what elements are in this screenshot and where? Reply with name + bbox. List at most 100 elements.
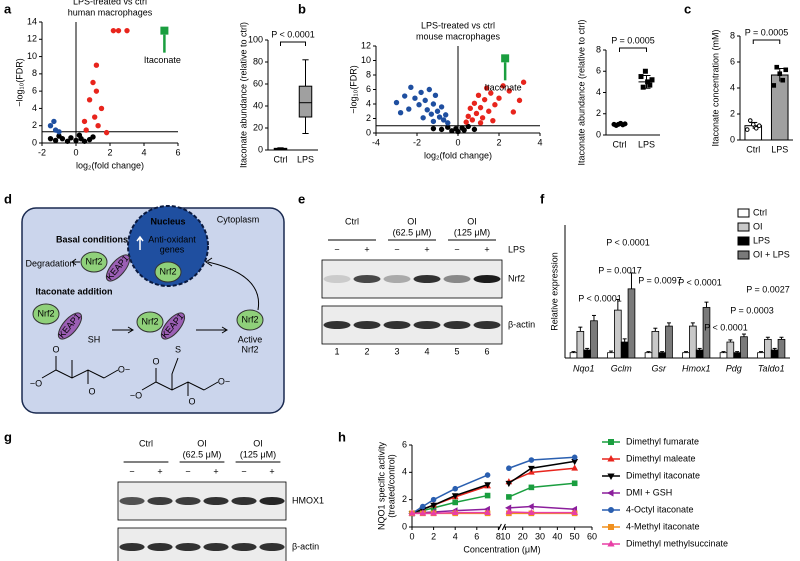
point [110,27,117,34]
point [73,137,79,144]
band [231,543,257,551]
x-axis-label: log₂(fold change) [76,160,144,170]
bar [682,352,690,359]
point [571,459,579,466]
band [203,497,229,505]
bar [726,341,735,359]
lane-number: 5 [454,346,459,356]
p-value: P = 0.0027 [746,284,790,294]
p-value: P = 0.0005 [745,27,789,37]
x-tick-label: 0 [409,531,414,541]
point [774,64,780,70]
chem-label: O− [218,376,230,386]
series-line [508,511,575,514]
point [443,112,449,118]
p-bracket [752,39,781,44]
point [93,88,100,94]
y-tick-label: 60 [253,78,263,88]
point [571,454,578,461]
bar [590,320,598,359]
lane-number: 6 [484,346,489,356]
bar [627,288,636,359]
treatment-label: LPS [508,244,525,254]
legend-label: 4-Methyl itaconate [626,521,700,531]
point [424,107,430,113]
y-axis-label: (treated/control) [386,454,396,518]
legend-label: OI [753,221,763,231]
legend-swatch [737,236,750,246]
point [86,136,93,143]
band [119,543,145,551]
point [477,104,484,111]
point [640,84,646,90]
chem-label: O [52,344,59,354]
point [481,96,488,103]
nrf2-label: Nrf2 [141,316,158,326]
p-bracket [280,41,306,46]
x-tick-label: 4 [141,147,146,157]
keap1-shape [160,312,186,340]
point [449,128,455,134]
blot [321,305,503,345]
point [528,457,535,463]
x-tick-label: -2 [413,137,421,147]
bar [665,325,673,359]
point [492,102,498,108]
bar [576,330,585,359]
itaconate-label: Itaconate addition [35,286,112,296]
x-tick-label: LPS [771,144,788,154]
point [430,101,437,107]
x-tick-label: 0 [73,147,78,157]
arrow [112,326,134,334]
point [484,472,491,478]
x-tick-label: 2 [431,531,436,541]
y-tick-label: 6 [32,86,37,96]
point [452,485,459,492]
point [642,68,648,74]
y-tick-label: 0 [402,521,407,531]
band [147,543,173,551]
y-tick-label: 0 [730,134,735,144]
y-tick-label: 14 [27,16,37,26]
point [445,124,451,130]
point [780,77,786,83]
point [506,88,512,94]
y-tick-label: 4 [596,87,601,97]
point [606,489,614,497]
active-label: Nrf2 [241,344,258,354]
point [56,129,62,135]
point [93,62,100,68]
legend-label: 4-Octyl itaconate [626,504,694,514]
point [506,494,512,500]
x-tick-label: 30 [535,531,545,541]
bar [757,352,765,359]
y-tick-label: 2 [402,494,407,504]
point [505,480,513,488]
band [323,321,351,329]
point [520,79,527,85]
point [505,508,513,515]
point [64,138,71,144]
blot [117,527,287,561]
point [607,473,615,481]
band [473,275,501,283]
panel-label: g [4,429,12,444]
group-dose: (125 μM) [240,449,276,459]
point [438,126,445,133]
point [422,97,428,104]
nrf2-label: Nrf2 [85,256,102,266]
point [571,480,578,487]
treatment-sign: + [157,466,162,476]
x-tick-label: 0 [455,137,460,147]
x-tick-label: -2 [38,147,46,157]
point [436,114,443,120]
point [416,102,422,108]
group-label: OI [407,216,417,226]
x-tick-label: Ctrl [613,139,627,149]
nrf2-label: Nrf2 [159,266,176,276]
treatment-sign: + [213,466,218,476]
point [81,118,88,125]
x-tick-label: Gclm [611,363,633,373]
